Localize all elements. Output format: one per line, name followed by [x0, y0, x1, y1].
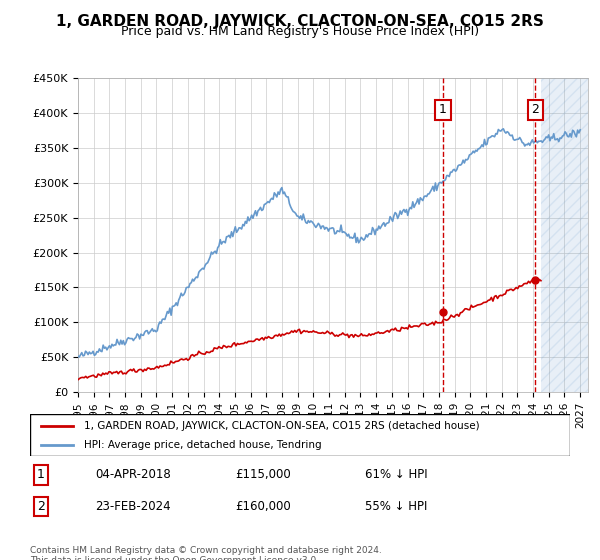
Text: 1, GARDEN ROAD, JAYWICK, CLACTON-ON-SEA, CO15 2RS: 1, GARDEN ROAD, JAYWICK, CLACTON-ON-SEA,… — [56, 14, 544, 29]
Text: HPI: Average price, detached house, Tendring: HPI: Average price, detached house, Tend… — [84, 440, 322, 450]
Text: Contains HM Land Registry data © Crown copyright and database right 2024.
This d: Contains HM Land Registry data © Crown c… — [30, 546, 382, 560]
Text: 2: 2 — [37, 500, 45, 513]
Text: 23-FEB-2024: 23-FEB-2024 — [95, 500, 170, 513]
Text: Price paid vs. HM Land Registry's House Price Index (HPI): Price paid vs. HM Land Registry's House … — [121, 25, 479, 38]
Text: £160,000: £160,000 — [235, 500, 291, 513]
Text: 1: 1 — [439, 103, 447, 116]
Text: 1, GARDEN ROAD, JAYWICK, CLACTON-ON-SEA, CO15 2RS (detached house): 1, GARDEN ROAD, JAYWICK, CLACTON-ON-SEA,… — [84, 421, 479, 431]
FancyBboxPatch shape — [30, 414, 570, 456]
Text: 55% ↓ HPI: 55% ↓ HPI — [365, 500, 427, 513]
Text: 1: 1 — [37, 468, 45, 482]
Bar — [541, 78, 588, 392]
Text: £115,000: £115,000 — [235, 468, 291, 482]
Text: 61% ↓ HPI: 61% ↓ HPI — [365, 468, 427, 482]
Text: 2: 2 — [532, 103, 539, 116]
Text: 04-APR-2018: 04-APR-2018 — [95, 468, 170, 482]
